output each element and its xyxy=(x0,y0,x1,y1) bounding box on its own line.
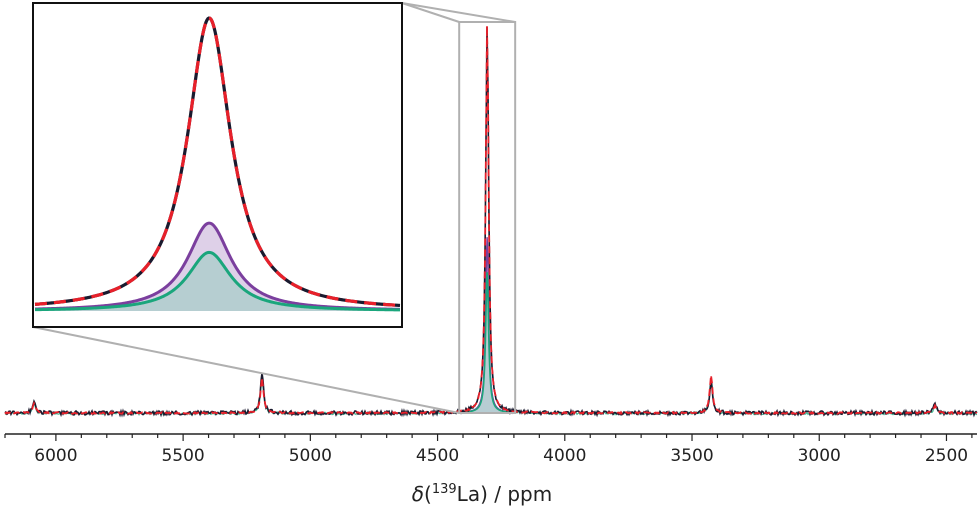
x-axis: 6000 5500 5000 4500 4000 3500 3000 2500 xyxy=(4,433,977,466)
x-axis-title-element: La xyxy=(457,482,480,506)
inset-fit-trace xyxy=(34,16,401,308)
x-tick-label: 5500 xyxy=(161,446,204,466)
x-tick-label: 5000 xyxy=(289,446,332,466)
x-tick-label: 4000 xyxy=(543,446,586,466)
main-spectrum-plot xyxy=(4,21,978,418)
x-tick-label: 3500 xyxy=(670,446,713,466)
x-axis-title-isotope: 139 xyxy=(432,482,457,497)
x-axis-title: δ(139La) / ppm xyxy=(412,482,552,506)
experimental-trace xyxy=(4,26,978,418)
zoom-guide-top-right xyxy=(401,2,516,23)
component-2-fill xyxy=(456,272,518,413)
zoom-window-frame xyxy=(458,21,517,414)
zoom-connector-lines xyxy=(32,2,516,414)
x-tick-label: 6000 xyxy=(34,446,77,466)
x-tick-label: 4500 xyxy=(416,446,459,466)
x-axis-title-close: ) xyxy=(480,482,488,506)
component-2-trace-peak xyxy=(456,272,518,414)
x-axis-title-unit: / ppm xyxy=(488,482,552,506)
x-tick-label: 3000 xyxy=(798,446,841,466)
inset-component-2-trace xyxy=(34,250,401,312)
zoom-guide-top xyxy=(401,2,460,23)
fit-trace xyxy=(4,25,978,416)
x-tick-label: 2500 xyxy=(925,446,968,466)
x-axis-title-symbol: δ xyxy=(412,482,424,506)
inset-component-2-fill xyxy=(35,252,400,311)
x-axis-title-open: ( xyxy=(424,482,432,506)
zoom-guide-bottom xyxy=(32,326,460,414)
inset-zoom-panel xyxy=(32,2,403,328)
